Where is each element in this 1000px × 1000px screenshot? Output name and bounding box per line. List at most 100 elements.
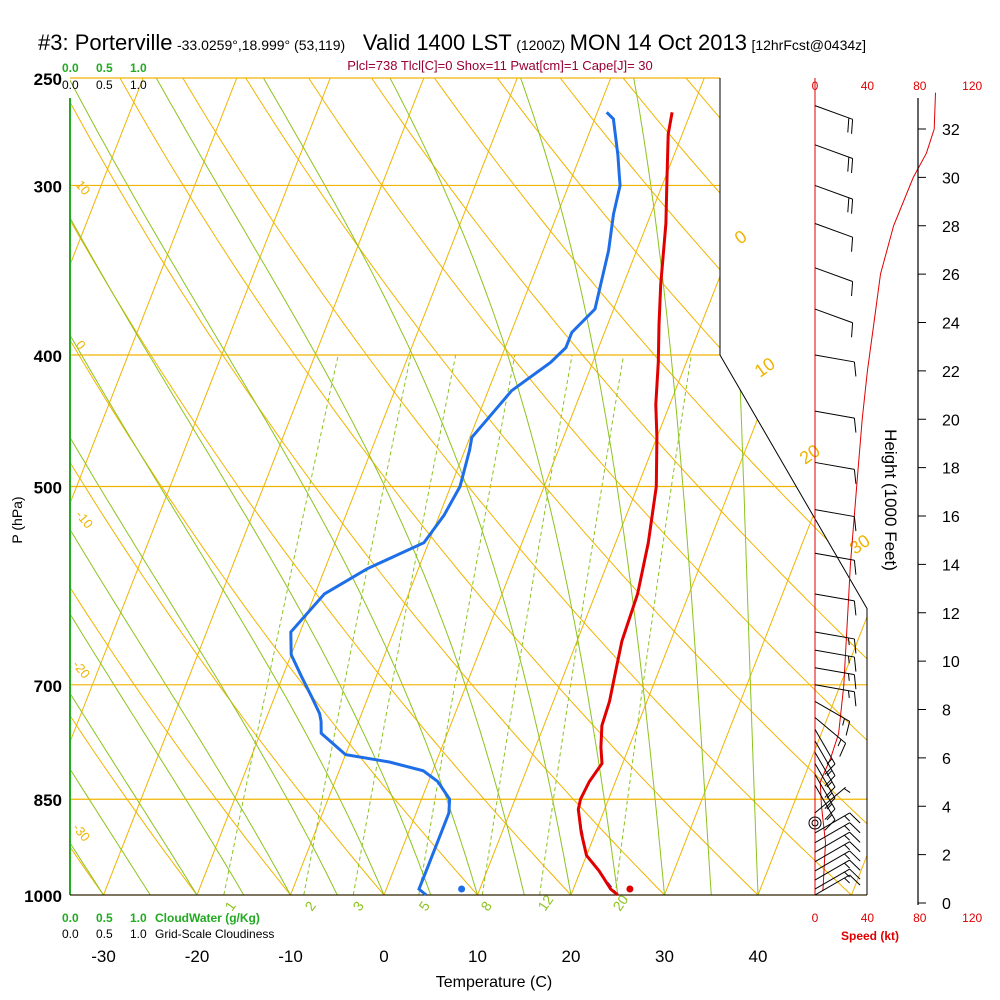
moist-adiabat-line (70, 78, 198, 895)
moist-adiabat-label: 0 (73, 337, 89, 352)
wind-barb-staff (814, 267, 853, 282)
wind-barb-flag (853, 600, 857, 616)
wind-speed-line (819, 92, 936, 891)
wind-barb-flag (847, 197, 850, 213)
wind-barb-half-flag (842, 718, 845, 726)
wind-barb (814, 410, 857, 433)
valid-time-z: (1200Z) (516, 37, 566, 53)
height-tick-label: 4 (942, 799, 951, 816)
isotherm-line (757, 78, 867, 895)
wind-barb-staff (814, 729, 836, 765)
wind-barb (814, 740, 836, 787)
plot-area (70, 54, 1000, 895)
pressure-tick-label: 850 (34, 791, 62, 810)
temperature-tick-label: 10 (468, 947, 487, 966)
wind-barb-staff (814, 841, 850, 863)
wind-barb-staff (814, 700, 850, 722)
dry-adiabat-line (416, 78, 867, 895)
mixing-ratio-label: 2 (301, 898, 319, 914)
wind-barb (814, 874, 861, 896)
pressure-tick-label: 400 (34, 347, 62, 366)
wind-barb (814, 752, 836, 798)
cloudiness-scale-top: 0.0 (62, 78, 79, 92)
dry-adiabat-label: 0 (731, 226, 751, 248)
wind-barb (814, 774, 836, 820)
cloud-water-scale-top: 0.5 (96, 61, 113, 75)
moist-adiabat-line (70, 78, 245, 895)
mixing-ratio-label: 5 (415, 898, 433, 914)
forecast-info: [12hrFcst@0434z] (751, 37, 867, 53)
dry-adiabat-line (168, 78, 852, 895)
wind-barb-staff (814, 752, 836, 788)
cloud-water-scale-bottom: 1.0 (130, 911, 147, 925)
wind-barb-flag (824, 775, 836, 787)
mixing-ratio-line (223, 354, 339, 895)
dry-adiabat-line (603, 78, 867, 895)
wind-barb-half-flag (826, 770, 833, 776)
moist-adiabat-line (263, 78, 572, 895)
cloud-water-scale-bottom: 0.0 (62, 911, 79, 925)
dry-adiabat-line (70, 78, 198, 895)
moist-adiabat-line (633, 78, 712, 895)
pressure-tick-label: 700 (34, 677, 62, 696)
wind-barb-flag (853, 418, 857, 433)
mixing-ratio-line (539, 354, 625, 895)
moist-adiabat-line (155, 78, 525, 895)
moist-adiabat-label: -30 (70, 820, 94, 844)
height-tick-label: 22 (942, 364, 960, 381)
dewpoint-line (289, 111, 622, 897)
height-tick-label: 6 (942, 751, 951, 768)
wind-barb-staff (814, 354, 855, 363)
speed-tick-top: 120 (962, 79, 982, 93)
mixing-ratio-line (303, 354, 412, 895)
pressure-tick-label: 300 (34, 177, 62, 196)
dry-adiabat-line (70, 78, 478, 895)
height-tick-label: 14 (942, 557, 960, 574)
moist-adiabat-line (70, 78, 291, 895)
wind-barb-staff (814, 410, 855, 419)
moist-adiabat-line (70, 78, 338, 895)
wind-barb (814, 223, 854, 252)
dry-adiabat-line (977, 54, 1000, 895)
temperature-axis-label: Temperature (C) (436, 974, 552, 991)
wind-barb-flag (853, 674, 857, 690)
height-tick-label: 18 (942, 461, 960, 478)
height-tick-label: 26 (942, 267, 960, 284)
mixing-ratio-label: 8 (477, 898, 495, 914)
speed-axis-label: Speed (kt) (841, 929, 899, 943)
wind-barb-half-flag (843, 788, 851, 793)
wind-barb-half-flag (826, 792, 833, 799)
wind-barb (814, 684, 857, 707)
wind-barb (814, 729, 836, 775)
cloud-water-scale-bottom: 0.5 (96, 911, 113, 925)
pressure-tick-label: 250 (34, 70, 62, 89)
wind-barb-half-flag (844, 853, 851, 860)
dry-adiabat-line (292, 78, 867, 895)
wind-barb (814, 831, 861, 853)
height-axis-label: Height (1000 Feet) (881, 429, 900, 571)
speed-tick-bottom: 40 (861, 911, 875, 925)
cloudiness-scale-top: 0.5 (96, 78, 113, 92)
dry-adiabat-line (852, 78, 867, 895)
wind-barb (814, 763, 836, 809)
wind-barb-half-flag (844, 825, 851, 832)
wind-barb (814, 144, 854, 174)
wind-barb (814, 784, 836, 831)
wind-barb (814, 667, 857, 690)
wind-barb-flag (839, 743, 847, 757)
height-tick-label: 8 (942, 703, 951, 720)
dry-adiabat-label: 20 (796, 440, 824, 468)
wind-barb-flag (851, 237, 854, 252)
wind-barb (814, 822, 861, 844)
wind-barb-flag (849, 868, 861, 880)
temperature-tick-label: 20 (562, 947, 581, 966)
wind-barb (814, 700, 851, 736)
temperature-tick-label: -30 (91, 947, 116, 966)
wind-barb-staff (814, 859, 850, 881)
pressure-tick-label: 1000 (24, 887, 62, 906)
height-tick-label: 30 (942, 170, 960, 187)
wind-barb-flag (824, 786, 836, 798)
wind-barb-flag (853, 657, 857, 672)
wind-barb-staff (814, 509, 855, 518)
